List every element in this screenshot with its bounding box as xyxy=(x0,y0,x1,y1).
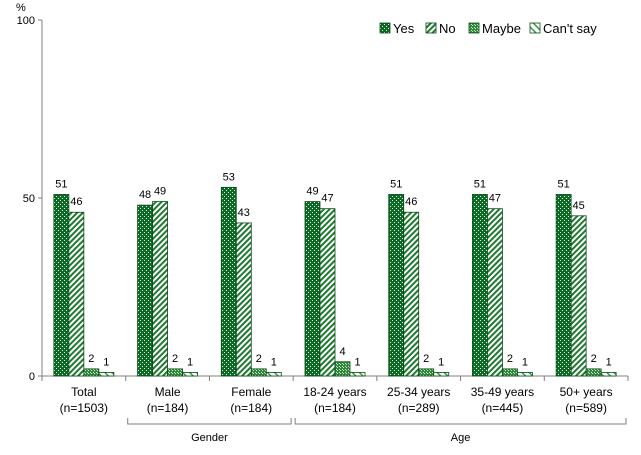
data-label: 2 xyxy=(591,353,597,365)
group-bracket xyxy=(127,418,292,425)
x-tick-label: (n=445) xyxy=(482,401,524,415)
bar-can-t-say xyxy=(349,372,366,377)
data-label: 1 xyxy=(606,356,612,368)
x-tick-label: (n=589) xyxy=(565,401,607,415)
data-label: 45 xyxy=(573,200,585,212)
x-tick-label: 35-49 years xyxy=(471,385,534,399)
bar-maybe xyxy=(167,368,183,377)
y-tick-label: 50 xyxy=(23,193,35,205)
data-label: 1 xyxy=(271,356,277,368)
legend: Yes No Maybe Can't say xyxy=(379,21,597,36)
legend-swatch xyxy=(468,22,480,34)
data-label: 46 xyxy=(405,196,417,208)
bar-maybe xyxy=(418,368,435,377)
x-tick-label: (n=289) xyxy=(398,401,440,415)
bar-yes xyxy=(388,194,405,377)
bar-no xyxy=(570,215,587,377)
bar-yes xyxy=(220,186,237,377)
legend-swatch xyxy=(379,22,391,34)
x-tick-label: (n=184) xyxy=(230,401,272,415)
bar-maybe xyxy=(502,368,518,377)
bar-yes xyxy=(53,194,70,377)
x-tick-label: (n=184) xyxy=(314,401,356,415)
legend-swatch xyxy=(425,22,437,34)
bar-maybe xyxy=(83,368,100,377)
bar-yes xyxy=(137,204,153,377)
axes: % 0 50 100 Total (n=1503) Male (n=184) Female (n=… xyxy=(16,2,629,444)
bar-no xyxy=(68,211,85,377)
y-tick-label: 100 xyxy=(17,15,35,27)
group-label: Age xyxy=(451,432,471,444)
legend-label: No xyxy=(439,21,456,36)
data-label: 1 xyxy=(354,356,360,368)
data-label: 53 xyxy=(223,171,235,183)
y-tick-label: 0 xyxy=(29,371,35,383)
data-label: 1 xyxy=(103,356,109,368)
data-label: 51 xyxy=(390,178,402,190)
data-label: 4 xyxy=(339,346,345,358)
x-tick-label: 25-34 years xyxy=(387,385,450,399)
group-label: Gender xyxy=(191,432,228,444)
x-tick-label: Male xyxy=(155,385,181,399)
legend-label: Maybe xyxy=(482,21,521,36)
data-label: 2 xyxy=(423,353,429,365)
data-label: 51 xyxy=(55,178,67,190)
x-tick-label: 18-24 years xyxy=(303,385,366,399)
data-label: 51 xyxy=(558,178,570,190)
data-label: 51 xyxy=(474,178,486,190)
legend-swatch xyxy=(529,22,541,34)
x-tick-label: Total xyxy=(71,385,96,399)
bar-no xyxy=(152,201,168,377)
data-label: 2 xyxy=(88,353,94,365)
data-label: 1 xyxy=(438,356,444,368)
data-label: 2 xyxy=(172,353,178,365)
bar-no xyxy=(235,222,252,377)
bar-no xyxy=(487,208,503,377)
x-tick-label: (n=1503) xyxy=(60,401,108,415)
data-label: 48 xyxy=(139,189,151,201)
bar-can-t-say xyxy=(517,372,533,377)
bars xyxy=(53,186,617,377)
data-label: 49 xyxy=(306,186,318,198)
bar-yes xyxy=(304,201,321,377)
bar-can-t-say xyxy=(600,372,617,377)
x-tick-label: (n=184) xyxy=(147,401,189,415)
x-tick-label: Female xyxy=(231,385,271,399)
bar-yes xyxy=(555,194,572,377)
bar-yes xyxy=(472,194,488,377)
bar-can-t-say xyxy=(265,372,282,377)
data-label: 2 xyxy=(256,353,262,365)
data-label: 43 xyxy=(238,207,250,219)
data-label: 47 xyxy=(489,193,501,205)
group-bracket xyxy=(294,418,627,425)
legend-label: Yes xyxy=(393,21,415,36)
legend-label: Can't say xyxy=(543,21,597,36)
data-label: 47 xyxy=(321,193,333,205)
y-axis-label: % xyxy=(16,2,26,14)
bar-can-t-say xyxy=(98,372,115,377)
data-label: 46 xyxy=(70,196,82,208)
data-label: 1 xyxy=(187,356,193,368)
bar-maybe xyxy=(585,368,602,377)
data-label: 1 xyxy=(522,356,528,368)
bar-no xyxy=(403,211,420,377)
bar-no xyxy=(319,208,336,377)
bar-can-t-say xyxy=(433,372,450,377)
data-label: 49 xyxy=(154,186,166,198)
bar-maybe xyxy=(334,361,351,377)
x-tick-label: 50+ years xyxy=(560,385,613,399)
bar-can-t-say xyxy=(182,372,198,377)
data-label: 2 xyxy=(507,353,513,365)
bar-maybe xyxy=(250,368,267,377)
